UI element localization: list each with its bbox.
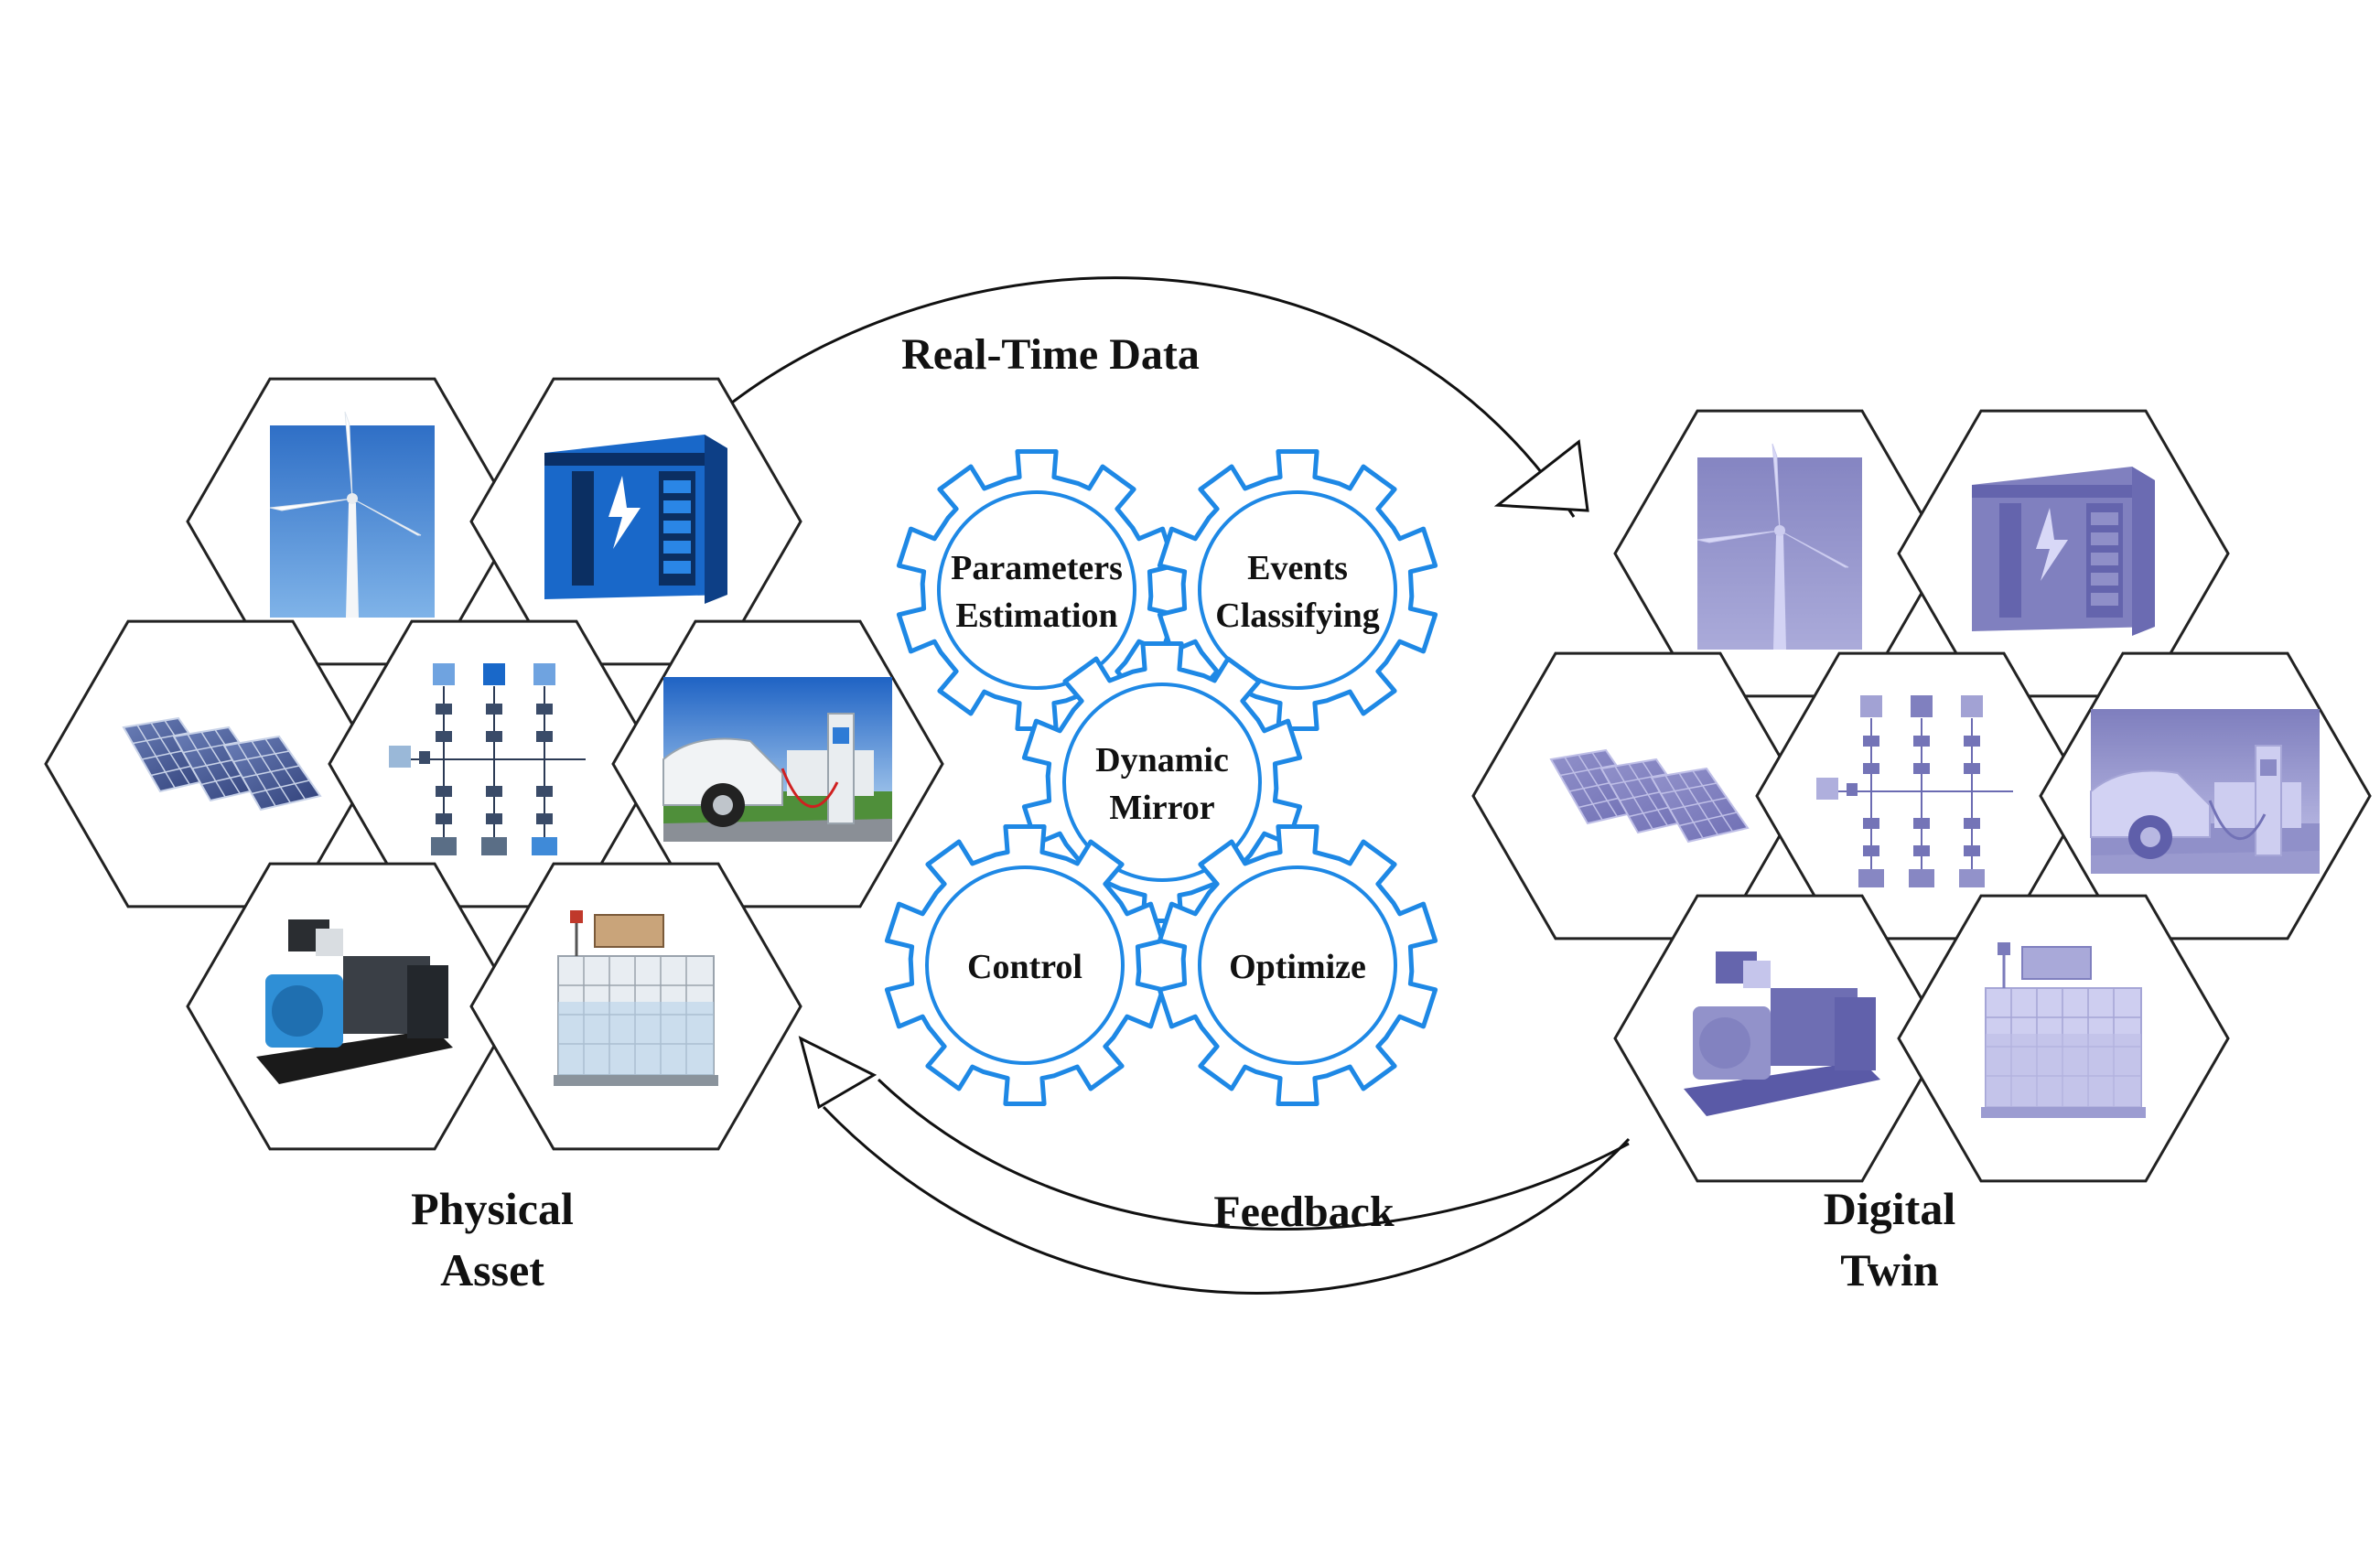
twin-microgrid-network-icon — [1816, 695, 2013, 887]
twin-diesel-generator-icon — [1684, 951, 1880, 1116]
hydrogen-tank-icon — [554, 910, 718, 1086]
gear-events-label-1: Events — [1247, 549, 1348, 587]
gear-control-label-1: Control — [967, 948, 1082, 986]
digital-twin-label-line1: Digital — [1824, 1183, 1956, 1234]
twin-asset-images — [1549, 443, 2320, 1118]
feedback-label: Feedback — [1213, 1188, 1395, 1236]
gear-params-label-1: Parameters — [951, 549, 1123, 587]
digital-twin-label-line2: Twin — [1840, 1244, 1939, 1295]
wind-turbine-icon — [269, 411, 435, 618]
twin-hydrogen-tank-icon — [1981, 942, 2146, 1118]
real-time-data-arrow — [731, 276, 1576, 518]
gear-events-label-2: Classifying — [1215, 597, 1379, 635]
digital-twin-cluster — [1471, 409, 2372, 1183]
feedback-arrowhead — [798, 1036, 878, 1110]
solar-panel-icon — [122, 716, 322, 812]
real-time-data-label: Real-Time Data — [901, 330, 1200, 379]
twin-solar-panel-icon — [1549, 748, 1750, 844]
physical-asset-label-line1: Physical — [411, 1183, 574, 1234]
feedback-arrow-inner — [877, 1078, 1630, 1231]
gear-mirror-label-2: Mirror — [1109, 789, 1214, 827]
real-time-data-arrowhead — [1493, 439, 1589, 512]
diesel-generator-icon — [256, 919, 453, 1084]
gear-optimize-label-1: Optimize — [1229, 948, 1366, 986]
battery-storage-icon — [544, 435, 727, 604]
microgrid-network-icon — [389, 663, 586, 855]
gear-params: Parameters Estimation — [896, 449, 1178, 731]
twin-battery-storage-icon — [1972, 467, 2155, 636]
gear-params-label-2: Estimation — [955, 597, 1117, 635]
feedback-arrow — [822, 1105, 1631, 1295]
gear-optimize: Optimize — [1157, 824, 1438, 1106]
electric-vehicle-charger-icon — [662, 677, 892, 842]
gear-mirror-label-1: Dynamic — [1095, 741, 1229, 779]
physical-asset-images — [122, 411, 892, 1086]
physical-asset-cluster — [44, 377, 944, 1151]
twin-electric-vehicle-charger-icon — [2090, 709, 2320, 874]
gear-control: Control — [884, 824, 1166, 1106]
physical-asset-label-line2: Asset — [440, 1244, 544, 1295]
gear-group: Parameters Estimation Events Classifying Dyn… — [884, 449, 1438, 1106]
twin-wind-turbine-icon — [1696, 443, 1862, 650]
